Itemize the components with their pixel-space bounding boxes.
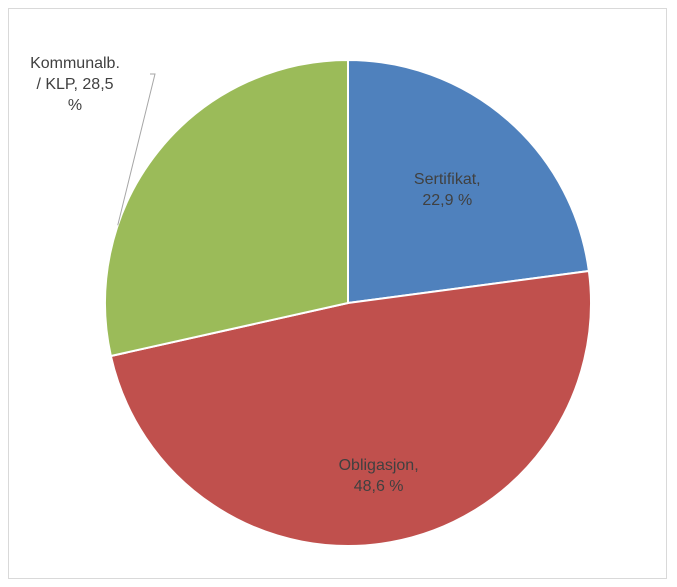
- data-label-0: Sertifikat, 22,9 %: [414, 171, 481, 209]
- pie-chart: Sertifikat, 22,9 % Obligasjon, 48,6 % Kommun…: [30, 55, 592, 547]
- leader-line-2: [117, 73, 156, 226]
- data-label-0-line-0: Sertifikat,: [414, 171, 481, 188]
- data-label-0-line-1: 22,9 %: [422, 192, 472, 209]
- data-label-2-line-2: %: [68, 97, 82, 114]
- data-labels: Sertifikat, 22,9 % Obligasjon, 48,6 % Kommun…: [30, 55, 481, 495]
- data-label-1: Obligasjon, 48,6 %: [339, 457, 419, 495]
- data-label-1-line-1: 48,6 %: [354, 478, 404, 495]
- chart-area: Sertifikat, 22,9 % Obligasjon, 48,6 % Kommun…: [8, 8, 667, 579]
- pie-slice-0: [347, 58, 591, 305]
- data-label-2-line-1: / KLP, 28,5: [36, 76, 113, 93]
- data-label-1-line-0: Obligasjon,: [339, 457, 419, 474]
- data-label-2-line-0: Kommunalb.: [30, 55, 120, 72]
- leader-lines: [117, 73, 156, 226]
- data-label-2: Kommunalb. / KLP, 28,5%: [30, 55, 120, 114]
- pie-slice-1: [109, 269, 592, 547]
- pie-slice-2: [104, 58, 349, 358]
- pie-slices: [104, 58, 592, 547]
